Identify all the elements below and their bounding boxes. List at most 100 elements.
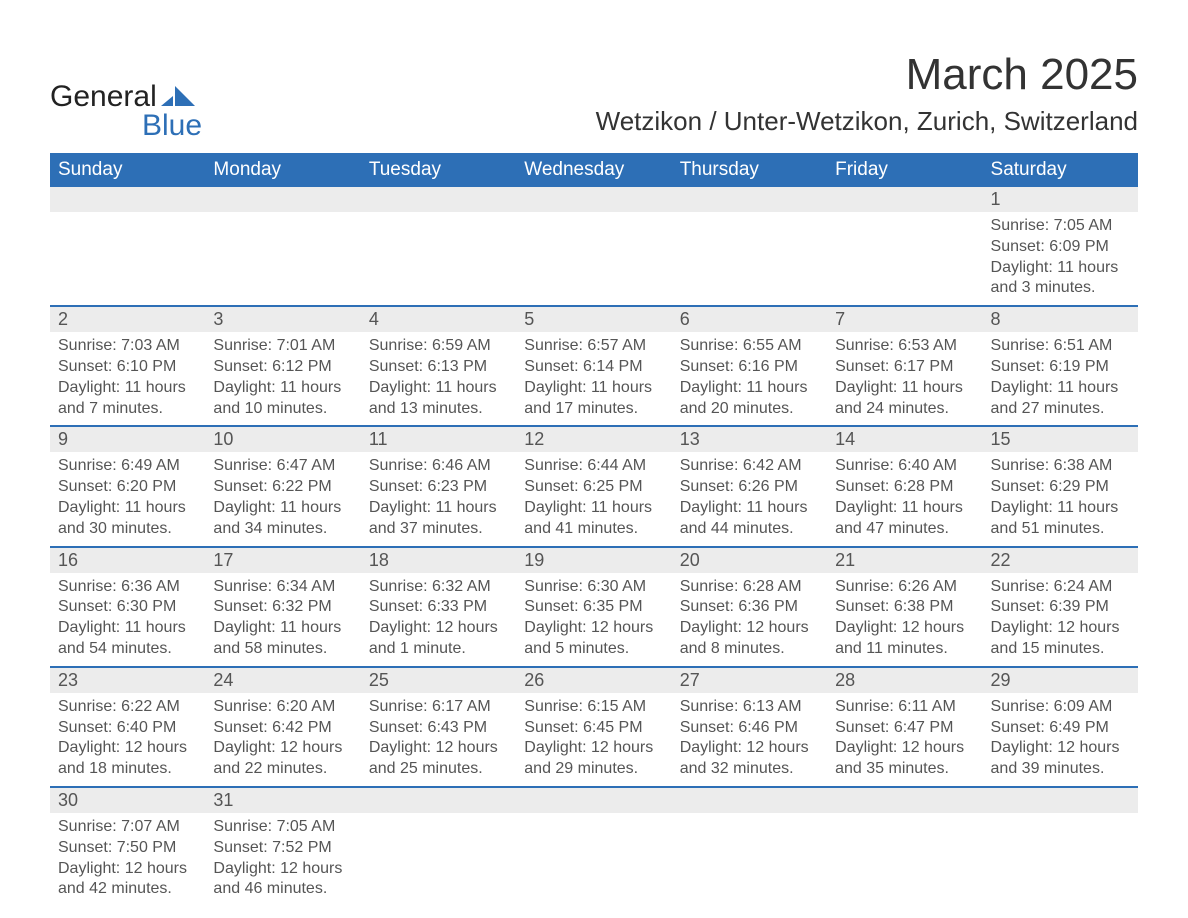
calendar-cell bbox=[361, 787, 516, 906]
daylight-line: Daylight: 11 hours and 30 minutes. bbox=[58, 498, 197, 540]
day-number: 23 bbox=[50, 668, 205, 693]
daylight-line: Daylight: 11 hours and 44 minutes. bbox=[680, 498, 819, 540]
sunrise-line: Sunrise: 6:22 AM bbox=[58, 697, 197, 718]
day-content: Sunrise: 6:42 AMSunset: 6:26 PMDaylight:… bbox=[672, 452, 827, 545]
weekday-header: Monday bbox=[205, 153, 360, 187]
daylight-line: Daylight: 11 hours and 10 minutes. bbox=[213, 378, 352, 420]
daylight-line: Daylight: 11 hours and 54 minutes. bbox=[58, 618, 197, 660]
sunset-line: Sunset: 6:26 PM bbox=[680, 477, 819, 498]
sunset-line: Sunset: 6:35 PM bbox=[524, 597, 663, 618]
day-content: Sunrise: 7:05 AMSunset: 7:52 PMDaylight:… bbox=[205, 813, 360, 906]
day-content: Sunrise: 7:05 AMSunset: 6:09 PMDaylight:… bbox=[983, 212, 1138, 305]
sunrise-line: Sunrise: 6:55 AM bbox=[680, 336, 819, 357]
logo-word2: Blue bbox=[142, 112, 202, 139]
day-content: Sunrise: 6:38 AMSunset: 6:29 PMDaylight:… bbox=[983, 452, 1138, 545]
calendar-week-row: 30Sunrise: 7:07 AMSunset: 7:50 PMDayligh… bbox=[50, 787, 1138, 906]
sunset-line: Sunset: 6:30 PM bbox=[58, 597, 197, 618]
daylight-line: Daylight: 12 hours and 42 minutes. bbox=[58, 859, 197, 901]
logo-line1: General bbox=[50, 82, 195, 112]
daylight-line: Daylight: 11 hours and 24 minutes. bbox=[835, 378, 974, 420]
day-number: 6 bbox=[672, 307, 827, 332]
day-number: 18 bbox=[361, 548, 516, 573]
day-content: Sunrise: 6:53 AMSunset: 6:17 PMDaylight:… bbox=[827, 332, 982, 425]
day-number: 22 bbox=[983, 548, 1138, 573]
calendar-cell: 9 Sunrise: 6:49 AMSunset: 6:20 PMDaylight… bbox=[50, 426, 205, 546]
sunrise-line: Sunrise: 6:47 AM bbox=[213, 456, 352, 477]
day-number: 16 bbox=[50, 548, 205, 573]
sunrise-line: Sunrise: 7:03 AM bbox=[58, 336, 197, 357]
calendar-cell: 5Sunrise: 6:57 AMSunset: 6:14 PMDaylight… bbox=[516, 306, 671, 426]
day-number: 9 bbox=[50, 427, 205, 452]
titles: March 2025 Wetzikon / Unter-Wetzikon, Zu… bbox=[596, 50, 1138, 147]
day-content bbox=[983, 813, 1138, 883]
calendar-cell bbox=[827, 787, 982, 906]
sunset-line: Sunset: 6:10 PM bbox=[58, 357, 197, 378]
calendar-cell bbox=[672, 187, 827, 306]
calendar-cell: 10Sunrise: 6:47 AMSunset: 6:22 PMDayligh… bbox=[205, 426, 360, 546]
day-number: 17 bbox=[205, 548, 360, 573]
day-number: 7 bbox=[827, 307, 982, 332]
day-number bbox=[983, 788, 1138, 813]
day-content: Sunrise: 6:46 AMSunset: 6:23 PMDaylight:… bbox=[361, 452, 516, 545]
day-number bbox=[827, 187, 982, 212]
sunrise-line: Sunrise: 6:46 AM bbox=[369, 456, 508, 477]
calendar-cell bbox=[516, 187, 671, 306]
logo: General Blue bbox=[50, 82, 202, 139]
day-number: 27 bbox=[672, 668, 827, 693]
calendar-body: 1Sunrise: 7:05 AMSunset: 6:09 PMDaylight… bbox=[50, 187, 1138, 906]
sunrise-line: Sunrise: 6:26 AM bbox=[835, 577, 974, 598]
sunrise-line: Sunrise: 6:49 AM bbox=[58, 456, 197, 477]
sunset-line: Sunset: 6:16 PM bbox=[680, 357, 819, 378]
sunrise-line: Sunrise: 6:11 AM bbox=[835, 697, 974, 718]
day-content: Sunrise: 6:24 AMSunset: 6:39 PMDaylight:… bbox=[983, 573, 1138, 666]
sunrise-line: Sunrise: 6:36 AM bbox=[58, 577, 197, 598]
daylight-line: Daylight: 12 hours and 8 minutes. bbox=[680, 618, 819, 660]
day-number bbox=[361, 788, 516, 813]
day-number: 15 bbox=[983, 427, 1138, 452]
daylight-line: Daylight: 12 hours and 22 minutes. bbox=[213, 738, 352, 780]
calendar-cell: 4Sunrise: 6:59 AMSunset: 6:13 PMDaylight… bbox=[361, 306, 516, 426]
day-number bbox=[516, 788, 671, 813]
calendar-cell bbox=[50, 187, 205, 306]
day-content bbox=[672, 813, 827, 883]
daylight-line: Daylight: 11 hours and 58 minutes. bbox=[213, 618, 352, 660]
sunset-line: Sunset: 6:13 PM bbox=[369, 357, 508, 378]
daylight-line: Daylight: 11 hours and 51 minutes. bbox=[991, 498, 1130, 540]
sunset-line: Sunset: 6:36 PM bbox=[680, 597, 819, 618]
calendar-cell: 29Sunrise: 6:09 AMSunset: 6:49 PMDayligh… bbox=[983, 667, 1138, 787]
sunset-line: Sunset: 6:43 PM bbox=[369, 718, 508, 739]
day-content: Sunrise: 6:47 AMSunset: 6:22 PMDaylight:… bbox=[205, 452, 360, 545]
day-number: 1 bbox=[983, 187, 1138, 212]
sunset-line: Sunset: 6:20 PM bbox=[58, 477, 197, 498]
day-content bbox=[516, 212, 671, 282]
sunrise-line: Sunrise: 6:13 AM bbox=[680, 697, 819, 718]
sunrise-line: Sunrise: 6:51 AM bbox=[991, 336, 1130, 357]
calendar-cell: 27Sunrise: 6:13 AMSunset: 6:46 PMDayligh… bbox=[672, 667, 827, 787]
sunrise-line: Sunrise: 6:32 AM bbox=[369, 577, 508, 598]
sunset-line: Sunset: 6:45 PM bbox=[524, 718, 663, 739]
day-content: Sunrise: 6:44 AMSunset: 6:25 PMDaylight:… bbox=[516, 452, 671, 545]
day-content: Sunrise: 7:07 AMSunset: 7:50 PMDaylight:… bbox=[50, 813, 205, 906]
daylight-line: Daylight: 11 hours and 41 minutes. bbox=[524, 498, 663, 540]
sunrise-line: Sunrise: 6:57 AM bbox=[524, 336, 663, 357]
day-number bbox=[672, 788, 827, 813]
calendar-week-row: 2Sunrise: 7:03 AMSunset: 6:10 PMDaylight… bbox=[50, 306, 1138, 426]
logo-mark-icon bbox=[161, 82, 195, 112]
day-content: Sunrise: 6:09 AMSunset: 6:49 PMDaylight:… bbox=[983, 693, 1138, 786]
day-number: 29 bbox=[983, 668, 1138, 693]
sunset-line: Sunset: 6:46 PM bbox=[680, 718, 819, 739]
day-number: 14 bbox=[827, 427, 982, 452]
day-number: 12 bbox=[516, 427, 671, 452]
day-number: 31 bbox=[205, 788, 360, 813]
day-content bbox=[205, 212, 360, 282]
calendar-cell: 19Sunrise: 6:30 AMSunset: 6:35 PMDayligh… bbox=[516, 547, 671, 667]
calendar-cell: 14Sunrise: 6:40 AMSunset: 6:28 PMDayligh… bbox=[827, 426, 982, 546]
sunrise-line: Sunrise: 6:38 AM bbox=[991, 456, 1130, 477]
daylight-line: Daylight: 11 hours and 27 minutes. bbox=[991, 378, 1130, 420]
day-content bbox=[50, 212, 205, 282]
day-content bbox=[827, 813, 982, 883]
calendar-cell: 25Sunrise: 6:17 AMSunset: 6:43 PMDayligh… bbox=[361, 667, 516, 787]
daylight-line: Daylight: 12 hours and 29 minutes. bbox=[524, 738, 663, 780]
calendar-week-row: 9Sunrise: 6:49 AMSunset: 6:20 PMDaylight… bbox=[50, 426, 1138, 546]
calendar-cell bbox=[205, 187, 360, 306]
